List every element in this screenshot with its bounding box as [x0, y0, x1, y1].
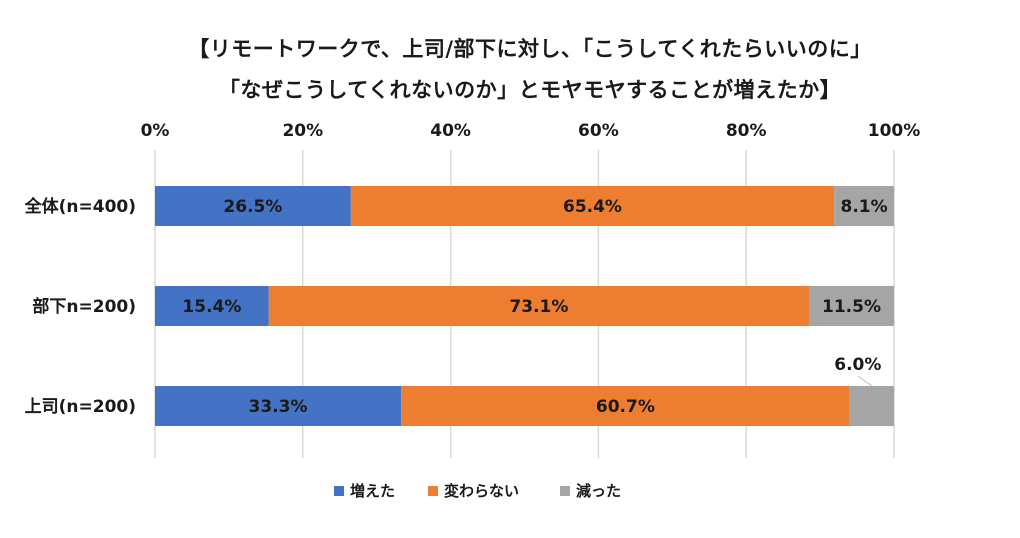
bar-segment	[350, 186, 835, 226]
legend-swatch	[334, 486, 344, 496]
bar-segment	[155, 186, 351, 226]
bar-segment	[809, 286, 894, 326]
category-label: 部下n=200)	[32, 296, 136, 317]
data-label: 33.3%	[249, 397, 308, 417]
data-label: 8.1%	[840, 197, 887, 217]
bar-segment	[849, 386, 894, 426]
category-label: 上司(n=200)	[25, 397, 136, 417]
data-label: 26.5%	[223, 197, 282, 217]
x-tick-label: 100%	[868, 121, 921, 141]
data-label: 15.4%	[182, 297, 241, 317]
x-tick-label: 60%	[578, 121, 619, 141]
chart-title-line-1: 【リモートワークで、上司/部下に対し、「こうしてくれたらいいのに」	[188, 37, 872, 61]
data-label: 60.7%	[596, 397, 655, 417]
data-label: 73.1%	[509, 297, 568, 317]
data-label: 11.5%	[822, 297, 881, 317]
bar-segment	[155, 286, 269, 326]
x-tick-label: 0%	[141, 121, 170, 141]
x-tick-label: 20%	[282, 121, 323, 141]
legend-swatch	[428, 486, 438, 496]
bar-segment	[155, 386, 402, 426]
legend-swatch	[560, 486, 570, 496]
leader-line	[857, 375, 873, 387]
x-tick-label: 80%	[726, 121, 767, 141]
data-label: 65.4%	[563, 197, 622, 217]
legend-label: 減った	[576, 482, 621, 500]
bar-segment	[401, 386, 850, 426]
legend-label: 増えた	[350, 482, 395, 500]
legend-label: 変わらない	[444, 482, 519, 500]
chart-title-line-2: 「なぜこうしてくれないのか」とモヤモヤすることが増えたか】	[218, 78, 842, 102]
bar-segment	[834, 186, 894, 226]
category-label: 全体(n=400)	[24, 196, 136, 217]
bar-segment	[268, 286, 810, 326]
data-label: 6.0%	[834, 355, 881, 375]
x-tick-label: 40%	[430, 121, 471, 141]
